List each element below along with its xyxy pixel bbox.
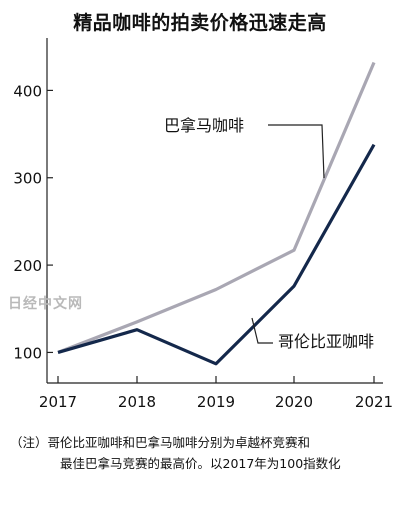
x-tick-label: 2021 xyxy=(355,393,393,411)
y-tick-label: 100 xyxy=(13,344,42,362)
x-tick-label: 2017 xyxy=(39,393,77,411)
x-tick-label: 2020 xyxy=(275,393,313,411)
leader-line-panama xyxy=(268,124,325,179)
y-tick-label: 200 xyxy=(13,257,42,275)
footnote: （注）哥伦比亚咖啡和巴拿马咖啡分别为卓越杯竞赛和 最佳巴拿马竞赛的最高价。以20… xyxy=(10,432,395,474)
series-label-panama: 巴拿马咖啡 xyxy=(164,116,244,135)
y-tick-label: 400 xyxy=(13,82,42,100)
line-chart: 100 200 300 400 2017 2018 2019 2020 2021 巴拿马咖啡哥伦比… xyxy=(13,38,393,411)
y-tick-label: 300 xyxy=(13,170,42,188)
x-tick-label: 2019 xyxy=(197,393,235,411)
footnote-line-2: 最佳巴拿马竞赛的最高价。以2017年为100指数化 xyxy=(60,456,341,471)
series-label-colombia: 哥伦比亚咖啡 xyxy=(278,332,374,351)
footnote-line-1: （注）哥伦比亚咖啡和巴拿马咖啡分别为卓越杯竞赛和 xyxy=(10,435,311,450)
series-line-panama xyxy=(57,61,376,354)
leader-line-colombia xyxy=(251,317,273,344)
watermark-logo: 日经中文网 xyxy=(8,296,83,312)
series-line-colombia xyxy=(57,143,376,366)
x-tick-label: 2018 xyxy=(118,393,156,411)
chart-title: 精品咖啡的拍卖价格迅速走高 xyxy=(73,12,327,34)
